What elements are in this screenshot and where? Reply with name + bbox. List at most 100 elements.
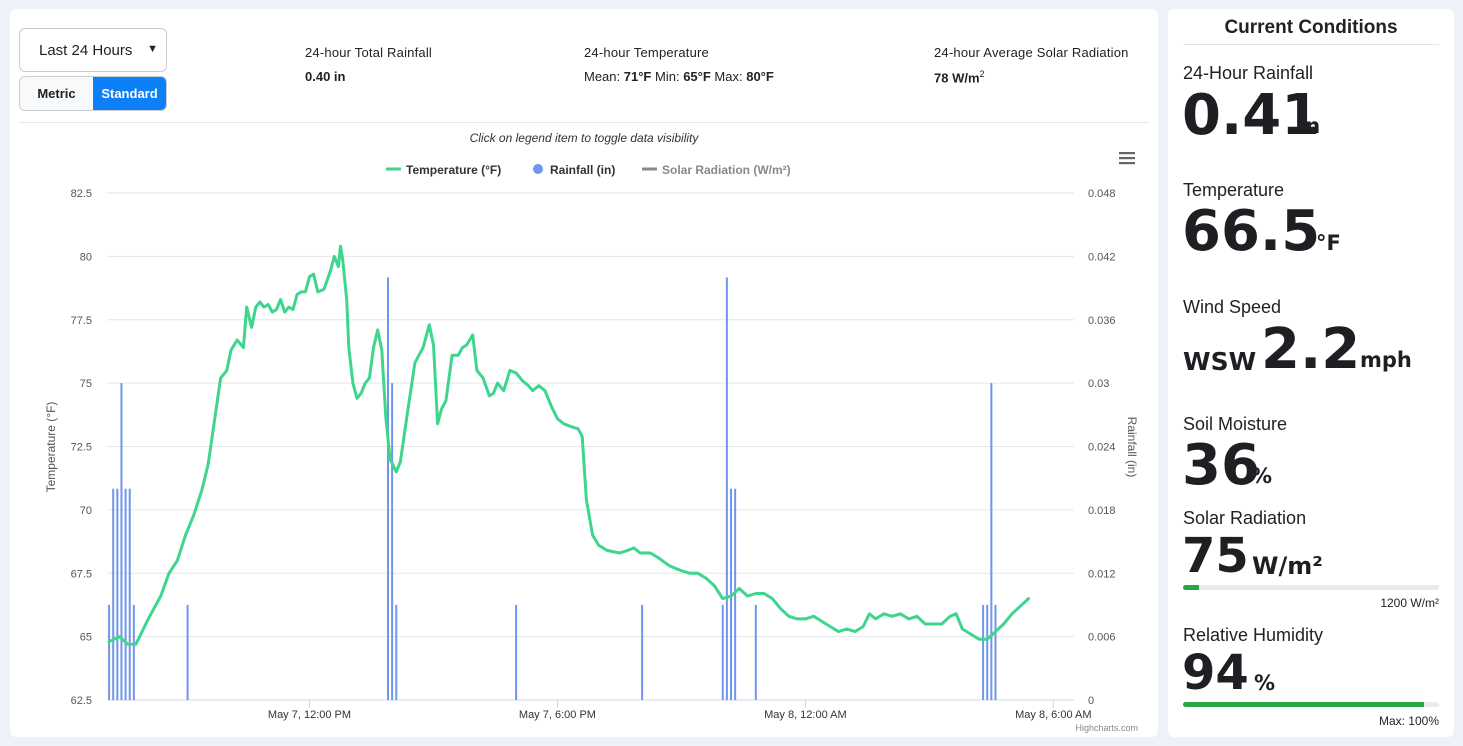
temperature-label: Temperature: [1183, 180, 1285, 200]
time-range-value: Last 24 Hours: [39, 41, 133, 59]
rainfall-bar[interactable]: [391, 383, 394, 700]
y-left-tick-label: 67.5: [71, 568, 92, 580]
current-conditions-panel: Current Conditions 24-Hour Rainfall 0.41…: [1168, 9, 1454, 737]
solar-summary: 24-hour Average Solar Radiation 78 W/m2: [934, 45, 1129, 85]
temp-mean-label: Mean:: [584, 69, 621, 84]
legend-item[interactable]: Solar Radiation (W/m²): [642, 163, 791, 177]
chart-credit[interactable]: Highcharts.com: [1075, 723, 1138, 733]
rainfall-bar[interactable]: [986, 604, 989, 700]
humidity-value: 94: [1182, 645, 1249, 701]
x-tick-label: May 7, 6:00 PM: [519, 709, 596, 721]
metric-button[interactable]: Metric: [20, 77, 93, 110]
rainfall-bar[interactable]: [515, 604, 518, 700]
chart-hint: Click on legend item to toggle data visi…: [470, 131, 700, 145]
rainfall-bar[interactable]: [120, 383, 123, 700]
solar-summary-label: 24-hour Average Solar Radiation: [934, 45, 1129, 60]
unit-toggle: Metric Standard: [19, 76, 167, 111]
rainfall-bar[interactable]: [128, 488, 131, 700]
rainfall-summary-value: 0.40 in: [305, 69, 346, 84]
temp-min-value: 65°F: [683, 69, 711, 84]
y-right-tick-label: 0.042: [1088, 251, 1116, 263]
y-left-tick-label: 75: [80, 378, 92, 390]
rainfall-bar[interactable]: [132, 604, 135, 700]
rainfall-summary-label: 24-hour Total Rainfall: [305, 45, 433, 60]
y-right-tick-label: 0.03: [1088, 378, 1109, 390]
rainfall-bar[interactable]: [725, 277, 728, 701]
y-left-tick-label: 82.5: [71, 188, 92, 200]
solar-radiation-value: 75: [1182, 528, 1249, 584]
soil-moisture-unit: %: [1251, 464, 1273, 488]
humidity-bar: [1183, 702, 1439, 707]
y-left-tick-label: 77.5: [71, 315, 92, 327]
rainfall-bar[interactable]: [982, 604, 985, 700]
humidity-max-label: Max: 100%: [1378, 714, 1439, 728]
weather-chart: Click on legend item to toggle data visi…: [44, 131, 1139, 733]
chevron-down-icon: ▼: [147, 43, 158, 55]
y-right-tick-label: 0.012: [1088, 568, 1116, 580]
wind-speed-value: 2.2: [1261, 317, 1361, 382]
wind-speed-label: Wind Speed: [1183, 297, 1282, 317]
y-right-tick-label: 0.006: [1088, 632, 1116, 644]
rainfall-bar[interactable]: [112, 488, 115, 700]
rainfall-bar[interactable]: [990, 383, 993, 700]
solar-radiation-bar: [1183, 585, 1439, 590]
x-tick-label: May 7, 12:00 PM: [268, 709, 351, 721]
y-left-tick-label: 62.5: [71, 695, 92, 707]
humidity-bar-fill: [1183, 702, 1424, 707]
legend-label: Rainfall (in): [550, 163, 615, 177]
temperature-summary-label: 24-hour Temperature: [584, 45, 709, 60]
temp-min-label: Min:: [655, 69, 680, 84]
rainfall-bar[interactable]: [641, 604, 644, 700]
weather-chart-card: Last 24 Hours ▼ Metric Standard 24-hour …: [10, 9, 1158, 737]
wind-direction: WSW: [1183, 347, 1257, 376]
rainfall-bar[interactable]: [116, 488, 119, 700]
chart-axes: 82.5 0.048 80 0.042 77.5 0.036 75 0.03 72.5 0.024…: [71, 188, 1116, 721]
legend-symbol: [533, 164, 543, 174]
rainfall-bar[interactable]: [754, 604, 757, 700]
rainfall-bar[interactable]: [108, 604, 111, 700]
soil-moisture-label: Soil Moisture: [1183, 414, 1288, 434]
rainfall-bar[interactable]: [994, 604, 997, 700]
solar-radiation-label: Solar Radiation: [1183, 508, 1307, 528]
rainfall-bar[interactable]: [395, 604, 398, 700]
rainfall-value: 0.41: [1182, 83, 1321, 148]
rainfall-bar[interactable]: [186, 604, 189, 700]
rainfall-bar[interactable]: [387, 277, 390, 701]
solar-summary-value: 78 W/m: [934, 70, 980, 86]
temp-mean-value: 71°F: [623, 69, 652, 84]
y-left-tick-label: 70: [80, 505, 92, 517]
y-right-tick-label: 0.018: [1088, 505, 1116, 517]
temp-max-value: 80°F: [746, 69, 774, 84]
conditions-divider: [1183, 44, 1439, 45]
legend-label: Solar Radiation (W/m²): [662, 163, 791, 177]
y-right-tick-label: 0.024: [1088, 442, 1116, 454]
temp-max-label: Max:: [714, 69, 743, 84]
soil-moisture-value: 36: [1182, 433, 1260, 498]
wind-speed-unit: mph: [1360, 348, 1412, 372]
solar-radiation-max-label: 1200 W/m²: [1380, 596, 1439, 610]
legend-item[interactable]: Temperature (°F): [386, 163, 501, 177]
temperature-series-line[interactable]: [107, 244, 1030, 646]
x-tick-label: May 8, 12:00 AM: [764, 709, 847, 721]
chart-menu-icon[interactable]: [1119, 152, 1135, 165]
temperature-summary: 24-hour Temperature Mean: 71°F Min: 65°F…: [584, 45, 774, 84]
legend-label: Temperature (°F): [406, 163, 501, 177]
rainfall-bar[interactable]: [721, 604, 724, 700]
humidity-label: Relative Humidity: [1183, 625, 1324, 645]
y-left-tick-label: 72.5: [71, 442, 92, 454]
conditions-title: Current Conditions: [1224, 17, 1398, 38]
time-range-select[interactable]: Last 24 Hours ▼: [19, 28, 167, 72]
y-axis-left-title: Temperature (°F): [44, 402, 58, 493]
temperature-value: 66.5: [1182, 199, 1321, 264]
rainfall-label: 24-Hour Rainfall: [1183, 63, 1314, 83]
y-left-tick-label: 80: [80, 251, 92, 263]
rainfall-bar[interactable]: [734, 488, 737, 700]
temperature-unit: °F: [1316, 231, 1341, 255]
legend-item[interactable]: Rainfall (in): [533, 163, 615, 177]
rainfall-bar[interactable]: [124, 488, 127, 700]
standard-button[interactable]: Standard: [93, 77, 166, 110]
solar-radiation-unit: W/m²: [1252, 552, 1323, 580]
rainfall-summary: 24-hour Total Rainfall 0.40 in: [305, 45, 432, 84]
rainfall-unit: in: [1298, 114, 1321, 138]
y-right-tick-label: 0: [1088, 695, 1094, 707]
